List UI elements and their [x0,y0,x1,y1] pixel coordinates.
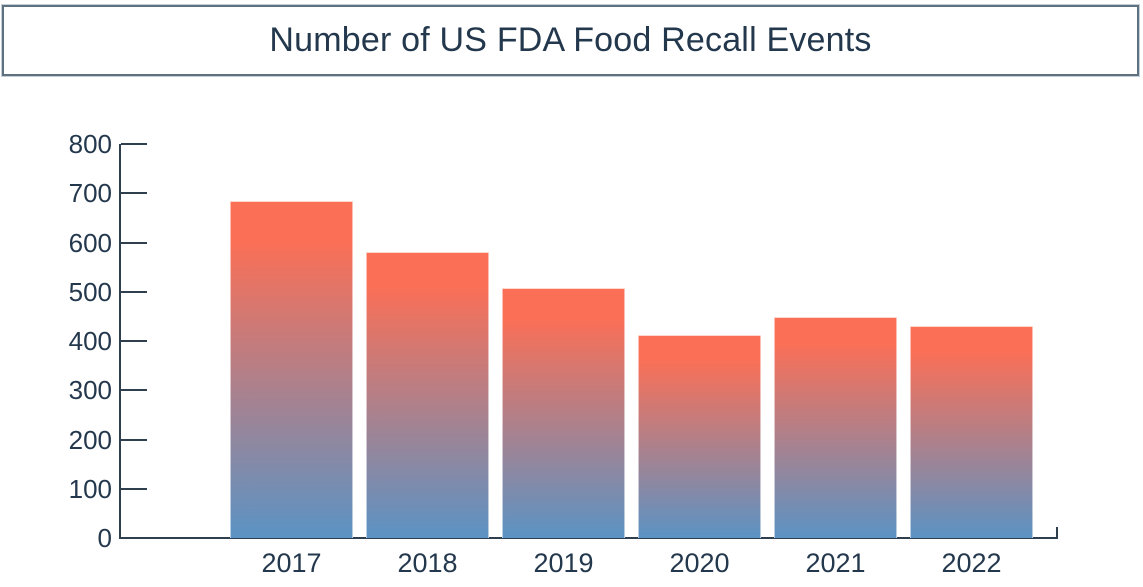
chart-title-box: Number of US FDA Food Recall Events [1,4,1140,77]
y-tick-label-600: 600 [68,227,112,258]
x-tick-label-2022: 2022 [941,548,1002,578]
y-tick-label-500: 500 [68,276,112,307]
x-tick-label-2020: 2020 [669,548,730,578]
y-tick-200 [121,438,147,441]
y-tick-300 [121,389,147,392]
y-tick-label-700: 700 [68,178,112,209]
y-axis-line [119,144,121,538]
x-tick-label-2021: 2021 [805,548,866,578]
y-tick-label-200: 200 [68,424,112,455]
y-tick-100 [121,487,147,490]
y-tick-label-800: 800 [68,129,112,159]
y-tick-400 [121,340,147,342]
bar-2020 [638,335,761,538]
x-axis-end-tick [1056,527,1058,538]
y-tick-700 [121,192,147,195]
bar-2018 [366,252,489,538]
x-axis-line [119,537,1058,539]
bar-2021 [774,317,897,538]
y-tick-label-300: 300 [68,375,112,406]
x-tick-label-2018: 2018 [397,548,458,578]
bar-2022 [910,325,1033,538]
chart-title: Number of US FDA Food Recall Events [269,21,872,59]
x-tick-label-2017: 2017 [261,548,322,578]
y-tick-800 [121,143,147,145]
bar-2019 [502,287,625,538]
bar-2017 [230,200,353,538]
y-tick-0 [121,537,147,539]
y-tick-label-0: 0 [97,523,112,553]
y-tick-600 [121,241,147,244]
y-tick-label-100: 100 [68,473,112,504]
y-tick-500 [121,290,147,293]
x-tick-label-2019: 2019 [533,548,594,578]
y-tick-label-400: 400 [68,326,112,356]
